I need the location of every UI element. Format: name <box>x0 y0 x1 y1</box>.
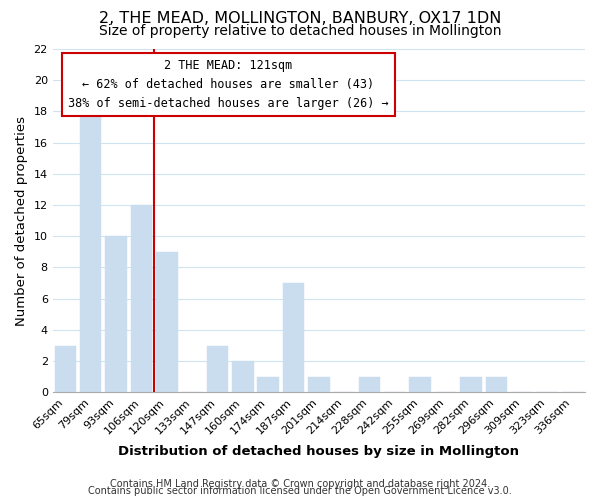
Bar <box>485 376 507 392</box>
Bar <box>206 346 228 393</box>
Bar <box>156 252 178 392</box>
Bar <box>80 112 101 392</box>
Y-axis label: Number of detached properties: Number of detached properties <box>15 116 28 326</box>
Text: Size of property relative to detached houses in Mollington: Size of property relative to detached ho… <box>99 24 501 38</box>
Text: 2 THE MEAD: 121sqm
← 62% of detached houses are smaller (43)
38% of semi-detache: 2 THE MEAD: 121sqm ← 62% of detached hou… <box>68 60 389 110</box>
Text: Contains public sector information licensed under the Open Government Licence v3: Contains public sector information licen… <box>88 486 512 496</box>
Bar <box>257 376 279 392</box>
Bar <box>460 376 482 392</box>
Text: 2, THE MEAD, MOLLINGTON, BANBURY, OX17 1DN: 2, THE MEAD, MOLLINGTON, BANBURY, OX17 1… <box>99 11 501 26</box>
Bar <box>359 376 380 392</box>
Bar <box>55 346 76 393</box>
Bar <box>232 361 254 392</box>
Bar <box>283 283 304 393</box>
Bar <box>409 376 431 392</box>
Bar <box>105 236 127 392</box>
X-axis label: Distribution of detached houses by size in Mollington: Distribution of detached houses by size … <box>118 444 520 458</box>
Text: Contains HM Land Registry data © Crown copyright and database right 2024.: Contains HM Land Registry data © Crown c… <box>110 479 490 489</box>
Bar <box>131 205 152 392</box>
Bar <box>308 376 329 392</box>
